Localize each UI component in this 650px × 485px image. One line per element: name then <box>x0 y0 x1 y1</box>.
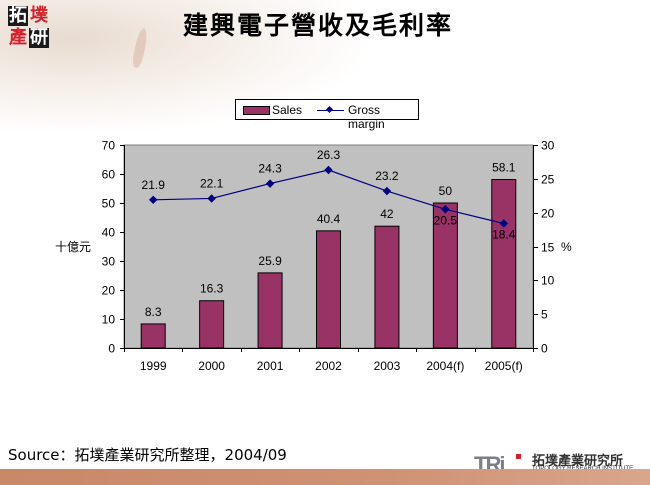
diamond-marker-icon <box>265 179 275 188</box>
left-tick-label: 20 <box>102 284 116 298</box>
brand-name-cn: 拓墣產業研究所 <box>532 454 624 469</box>
sales-bar <box>491 179 517 349</box>
right-tick-label: 30 <box>541 139 555 153</box>
sales-bar <box>199 300 225 349</box>
sales-value-label: 58.1 <box>492 161 516 175</box>
logo-char: 墣 <box>30 5 48 26</box>
left-tick-label: 70 <box>102 139 116 153</box>
right-tick-label: 10 <box>541 274 555 288</box>
right-tick-label: 15 <box>541 241 555 255</box>
left-tick-label: 30 <box>102 255 116 269</box>
diamond-marker-icon <box>441 205 450 214</box>
page-title: 建興電子營收及毛利率 <box>183 11 454 40</box>
sales-bar <box>140 323 166 349</box>
sales-bar <box>257 272 283 349</box>
right-tick-label: 25 <box>541 173 555 187</box>
x-tick-label: 2005(f) <box>485 359 523 373</box>
sales-value-label: 25.9 <box>258 254 282 268</box>
right-tick-label: 20 <box>541 207 555 221</box>
sales-value-label: 42 <box>380 207 394 221</box>
left-tick-label: 10 <box>102 313 116 327</box>
sales-value-label: 16.3 <box>200 282 224 296</box>
left-tick-label: 40 <box>102 226 116 240</box>
legend-label-sales: Sales <box>272 103 303 117</box>
left-axis-title: 十億元 <box>55 240 91 254</box>
sales-value-label: 40.4 <box>317 212 341 226</box>
logo: 拓 墣 產 研 <box>8 6 50 50</box>
logo-char: 產 <box>9 27 27 48</box>
legend-bar-swatch <box>243 106 270 115</box>
gross-margin-value-label: 18.4 <box>492 227 516 241</box>
sales-bar <box>374 225 400 349</box>
sales-value-label: 50 <box>439 184 453 198</box>
diamond-marker-icon <box>382 186 392 196</box>
diamond-marker-icon <box>148 195 158 205</box>
chart-legend: Sales Gross margin <box>235 99 419 131</box>
logo-char: 研 <box>29 27 49 48</box>
x-tick-label: 2002 <box>315 359 342 373</box>
gross-margin-value-label: 21.9 <box>142 178 166 192</box>
x-tick-label: 2000 <box>198 359 225 373</box>
sales-bar <box>316 230 341 349</box>
left-tick-label: 0 <box>108 342 115 356</box>
gross-margin-value-label: 24.3 <box>258 162 282 176</box>
right-tick-label: 5 <box>541 308 548 322</box>
footer-band <box>0 469 650 485</box>
source-note: Source：拓墣產業研究所整理，2004/09 <box>8 446 287 464</box>
x-tick-label: 2003 <box>374 359 401 373</box>
gross-margin-value-label: 26.3 <box>317 148 341 162</box>
legend-label-gross-margin: Gross margin <box>348 103 385 131</box>
brand-dot-icon <box>516 454 521 459</box>
diamond-marker-icon <box>499 219 509 228</box>
gross-margin-value-label: 22.1 <box>200 176 224 190</box>
x-tick-label: 2001 <box>257 359 284 373</box>
right-tick-label: 0 <box>541 342 548 356</box>
sales-value-label: 8.3 <box>145 305 162 319</box>
sales-bar <box>432 202 458 349</box>
diamond-marker-icon <box>207 194 216 203</box>
gross-margin-value-label: 20.5 <box>434 213 458 227</box>
logo-char: 拓 <box>8 5 28 26</box>
x-tick-label: 2004(f) <box>426 359 464 373</box>
left-tick-label: 60 <box>102 168 116 182</box>
x-tick-label: 1999 <box>140 359 167 373</box>
diamond-marker-icon <box>324 165 333 175</box>
gross-margin-value-label: 23.2 <box>375 169 399 183</box>
right-axis-title: % <box>561 240 572 254</box>
left-tick-label: 50 <box>102 197 116 211</box>
